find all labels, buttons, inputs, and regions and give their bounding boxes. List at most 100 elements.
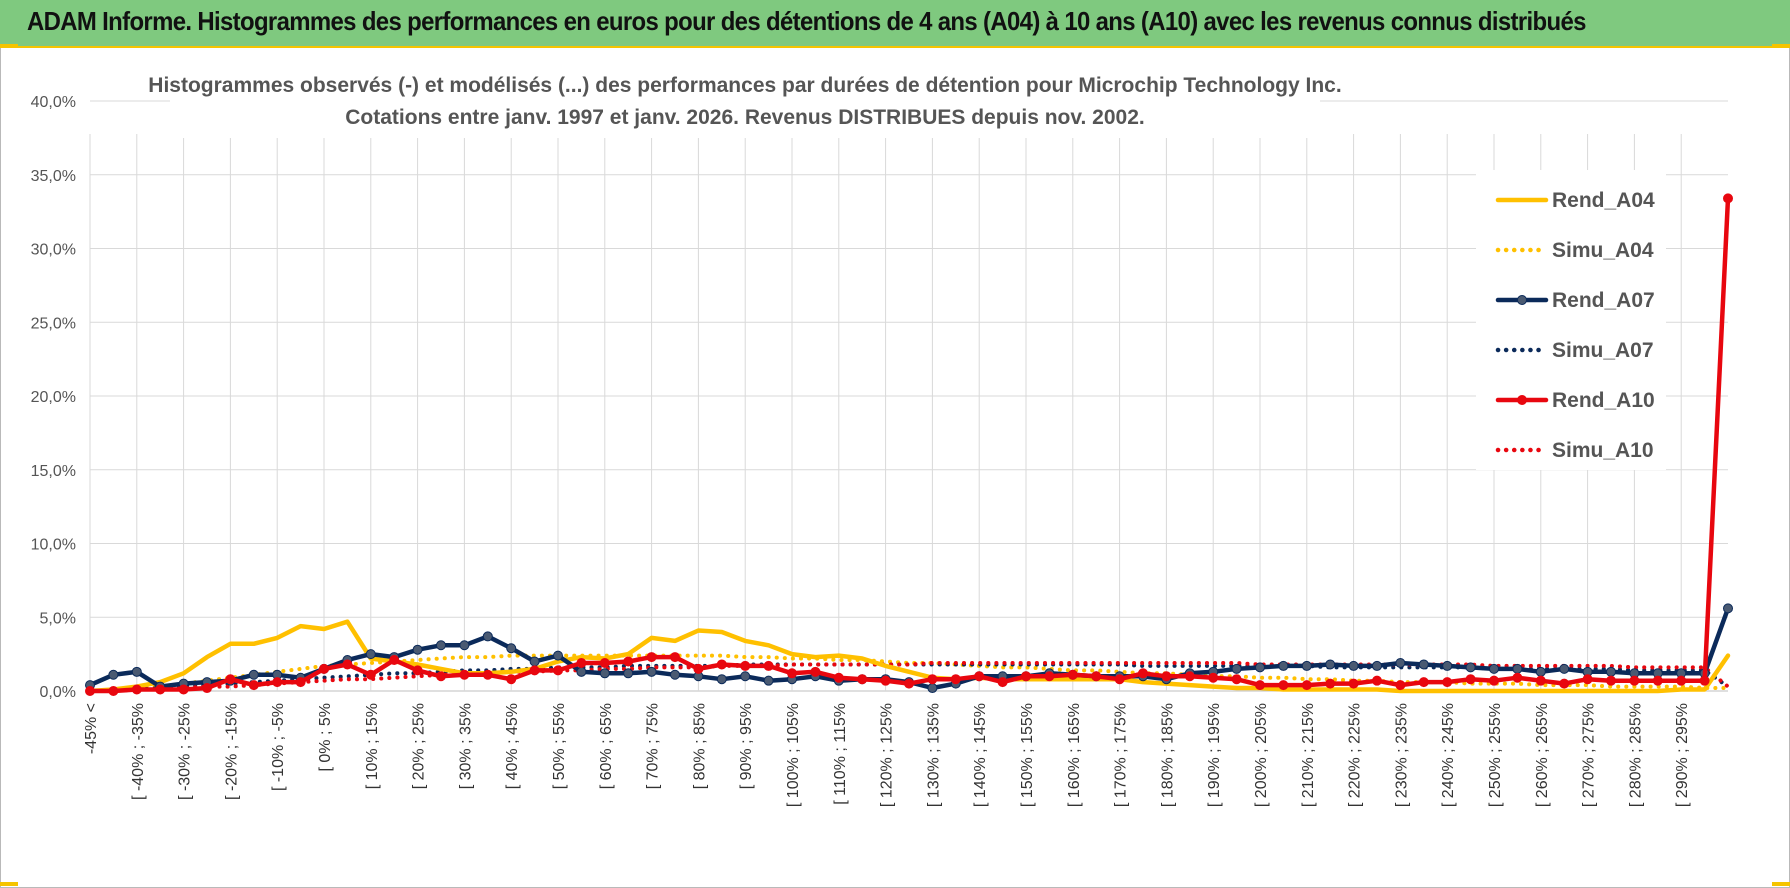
data-point-rend-a10 [1489,675,1499,686]
data-point-rend-a10 [1723,193,1733,204]
data-point-rend-a10 [202,683,212,694]
data-point-rend-a10 [272,677,283,688]
data-point-rend-a07 [459,640,470,651]
data-point-rend-a10 [1465,674,1476,685]
x-tick-label: [ 30% ; 35% [457,703,474,789]
data-point-rend-a10 [553,665,563,676]
x-tick-label: [ 240% ; 245% [1440,703,1457,807]
legend-background [1476,170,1666,470]
x-tick-label: [ 0% ; 5% [317,703,334,771]
chart-title-background [170,66,1320,138]
series-line-rend-a04 [87,619,1731,694]
data-point-rend-a07 [1535,666,1546,677]
data-point-rend-a10 [1325,678,1336,689]
data-point-rend-a07 [1418,659,1429,670]
data-point-rend-a10 [365,669,376,680]
x-tick-label: [ 120% ; 125% [879,703,896,807]
data-point-rend-a07 [599,668,610,679]
data-point-rend-a07 [1489,663,1499,674]
x-tick-label: [ 130% ; 135% [925,703,942,807]
y-tick-label: 20,0% [31,389,76,406]
x-tick-label: [ 20% ; 25% [411,703,428,789]
data-point-rend-a10 [1699,675,1710,686]
legend-label-rend-a04: Rend_A04 [1552,189,1655,212]
corner-decoration [1772,882,1790,886]
x-tick-label: [ -20% ; -15% [223,703,240,800]
data-point-rend-a10 [248,680,259,691]
legend-label-simu-a04: Simu_A04 [1552,239,1654,262]
legend-marker [1517,395,1527,405]
x-tick-label: [ -30% ; -25% [177,703,194,800]
x-tick-label: [ 10% ; 15% [364,703,381,789]
data-point-rend-a10 [131,684,142,695]
x-tick-label: [ 40% ; 45% [504,703,521,789]
x-tick-label: [ 140% ; 145% [972,703,989,807]
data-point-rend-a10 [1044,671,1055,682]
data-point-rend-a07 [576,666,587,677]
data-point-rend-a10 [1255,680,1265,691]
corner-decoration [1772,44,1790,48]
y-tick-label: 10,0% [31,537,76,554]
data-point-rend-a10 [389,655,400,666]
y-tick-label: 40,0% [31,94,76,111]
data-point-rend-a07 [716,674,727,685]
data-point-rend-a07 [248,669,259,680]
data-point-rend-a07 [1465,662,1476,673]
data-point-rend-a10 [482,669,493,680]
data-point-rend-a10 [529,665,540,676]
data-point-rend-a07 [740,671,751,682]
data-point-rend-a10 [1512,672,1523,683]
data-point-rend-a10 [506,674,517,685]
x-tick-label: [ 60% ; 65% [598,703,615,789]
legend-label-rend-a10: Rend_A10 [1552,389,1655,412]
data-point-rend-a10 [1091,671,1102,682]
legend: Rend_A04 Simu_A04 Rend_A07 Simu_A07 Rend_A10… [1476,170,1666,470]
data-point-rend-a07 [1231,663,1242,674]
data-point-rend-a10 [997,677,1008,688]
data-point-rend-a07 [1559,663,1570,674]
data-point-rend-a07 [1301,660,1312,671]
data-point-rend-a10 [225,674,236,685]
legend-label-simu-a07: Simu_A07 [1552,339,1654,362]
data-point-rend-a07 [412,644,423,655]
chart-title-group: Histogrammes observés (-) et modélisés (… [148,66,1342,138]
data-point-rend-a10 [1676,675,1687,686]
data-point-rend-a10 [880,675,891,686]
x-tick-label: [ 50% ; 55% [551,703,568,789]
y-tick-label: 0,0% [40,684,76,701]
x-tick-label: [ 280% ; 285% [1627,703,1644,807]
data-series [85,193,1733,696]
data-point-rend-a07 [553,650,563,661]
data-point-rend-a10 [716,659,727,670]
data-point-rend-a10 [857,674,868,685]
data-point-rend-a10 [1114,674,1125,685]
x-tick-label: [ 200% ; 205% [1253,703,1270,807]
chart-title-line-2: Cotations entre janv. 1997 et janv. 2026… [345,106,1144,129]
data-point-rend-a10 [178,684,189,695]
chart-title-line-1: Histogrammes observés (-) et modélisés (… [148,74,1341,97]
x-axis: -45% < [ -40% ; -35% [ -30% ; -25% [ -20% ;… [83,703,1691,807]
data-point-rend-a10 [436,671,446,682]
data-point-rend-a07 [670,669,680,680]
data-point-rend-a10 [693,663,704,674]
data-point-rend-a10 [85,686,95,696]
x-tick-label: [ 80% ; 85% [691,703,708,789]
y-tick-label: 25,0% [31,315,76,332]
data-point-rend-a07 [623,668,634,679]
data-point-rend-a10 [295,677,306,688]
data-point-rend-a10 [1231,674,1242,685]
data-point-rend-a10 [1606,675,1616,686]
data-point-rend-a10 [1184,671,1195,682]
data-point-rend-a07 [1395,657,1406,668]
y-tick-label: 30,0% [31,242,76,259]
data-point-rend-a10 [833,672,844,683]
data-point-rend-a10 [1559,678,1570,689]
x-tick-label: [ -10% ; -5% [270,703,287,791]
data-point-rend-a07 [1723,603,1733,614]
data-point-rend-a10 [927,674,938,685]
data-point-rend-a07 [1348,660,1359,671]
data-point-rend-a10 [1138,668,1148,679]
data-point-rend-a10 [904,678,914,689]
data-point-rend-a10 [623,656,634,667]
data-point-rend-a10 [1395,680,1406,691]
